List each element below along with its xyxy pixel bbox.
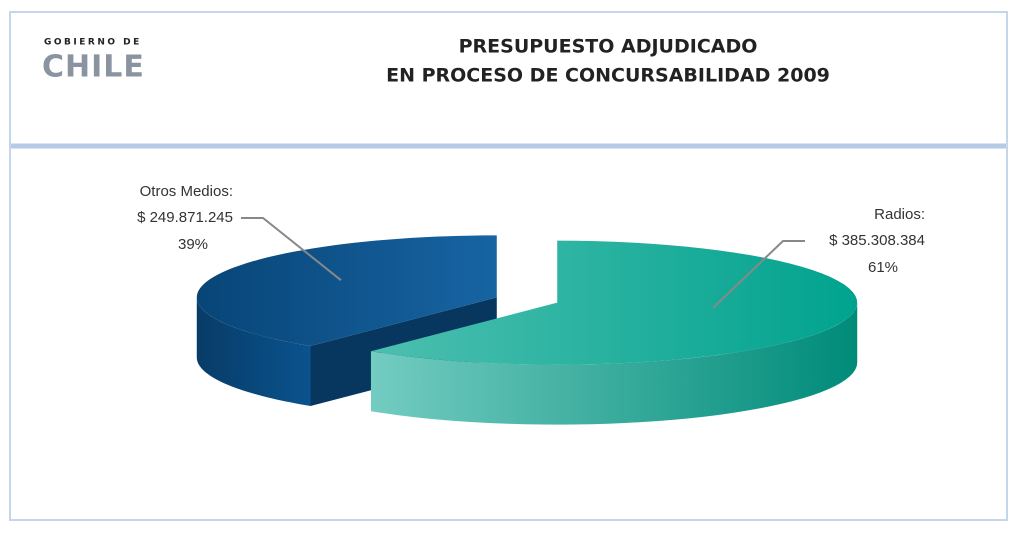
chart-title: EN PROCESO DE CONCURSABILIDAD 2009: [386, 65, 830, 87]
leader-line: [712, 240, 805, 309]
percent-label: 39%: [178, 236, 208, 253]
logo-line2: CHILE: [42, 50, 145, 85]
frame: [9, 11, 1008, 521]
leader-line: [241, 217, 342, 281]
category-label: Otros Medios:: [140, 183, 233, 200]
slice-top: [370, 240, 858, 365]
logo-line1: GOBIERNO DE: [44, 38, 142, 48]
category-label: Radios:: [874, 206, 925, 223]
slice-top: [196, 235, 497, 346]
value-label: $ 385.308.384: [829, 232, 925, 249]
slice: [370, 240, 858, 425]
value-label: $ 249.871.245: [137, 209, 233, 226]
percent-label: 61%: [868, 259, 898, 276]
slice-side: [196, 297, 311, 406]
chart-title: PRESUPUESTO ADJUDICADO: [459, 36, 758, 58]
slice-side: [370, 302, 858, 425]
